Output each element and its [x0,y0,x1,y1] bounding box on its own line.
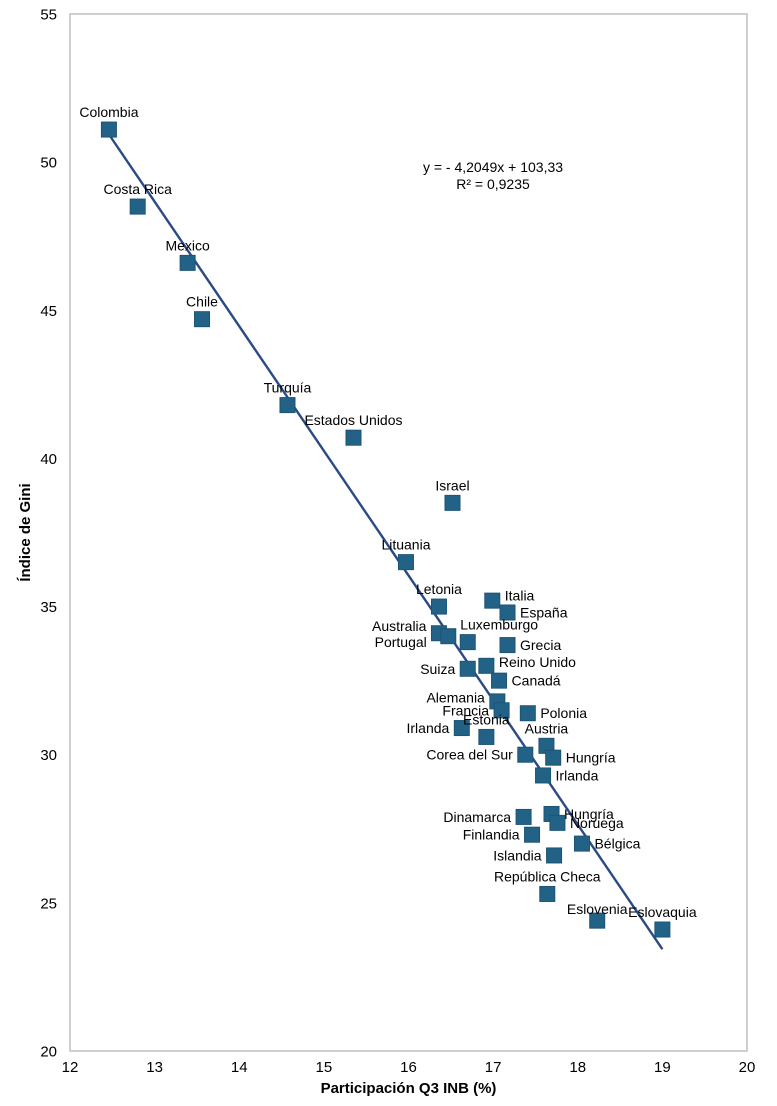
data-point-irlanda [453,720,470,737]
x-tick-13: 13 [146,1059,163,1076]
point-label-austria: Austria [525,720,569,736]
point-label-polonia: Polonia [540,705,587,721]
data-point-canada [491,672,508,689]
y-axis-title: Índice de Gini [17,483,34,581]
y-tick-25: 25 [40,895,57,912]
point-label-corea-del-sur: Corea del Sur [426,747,513,763]
data-point-israel [444,494,461,511]
data-point-portugal [440,628,457,645]
point-label-belgica: Bélgica [594,836,640,852]
y-tick-50: 50 [40,155,57,172]
y-tick-45: 45 [40,303,57,320]
data-point-noruega [549,814,566,831]
point-label-portugal: Portugal [375,634,427,650]
point-label-eslovenia: Eslovenia [567,901,628,917]
x-tick-20: 20 [739,1059,756,1076]
point-label-hungria: Hungría [566,750,616,766]
point-label-finlandia: Finlandia [463,827,520,843]
point-label-islandia: Islandia [493,847,541,863]
data-point-corea-del-sur [517,746,534,763]
point-label-canada: Canadá [512,673,561,689]
y-tick-35: 35 [40,599,57,616]
point-label-irlanda: Irlanda [407,720,450,736]
data-point-islandia [546,847,563,864]
plot-area-border [69,13,748,1052]
data-point-letonia [430,598,447,615]
data-point-luxemburgo [459,634,476,651]
point-label-alemania: Alemania [426,689,485,705]
data-point-italia [484,592,501,609]
point-label-grecia: Grecia [520,637,561,653]
point-label-letonia: Letonia [416,581,462,597]
point-label-reino-unido: Reino Unido [499,654,576,670]
trendline-r-squared: R² = 0,9235 [456,176,530,192]
point-label-costa-rica: Costa Rica [103,181,172,197]
data-point-belgica [573,835,590,852]
data-point-colombia [100,121,117,138]
data-point-francia [493,702,510,719]
data-point-mexico [179,254,196,271]
x-tick-14: 14 [231,1059,248,1076]
data-point-eslovaquia [654,921,671,938]
point-label-suiza: Suiza [420,661,455,677]
data-point-grecia [499,637,516,654]
point-label-eslovaquia: Eslovaquia [628,904,697,920]
data-point-hungria [545,749,562,766]
point-label-turquia: Turquía [264,380,312,396]
data-point-reino-unido [478,657,495,674]
data-point-estonia [478,728,495,745]
point-label-israel: Israel [435,477,469,493]
point-label-republica-checa: República Checa [494,868,601,884]
trendline-equation: y = - 4,2049x + 103,33 [423,159,563,175]
trendline [107,133,664,950]
data-point-espana [499,604,516,621]
data-point-lituania [397,554,414,571]
data-point-eslovenia [589,912,606,929]
x-tick-15: 15 [316,1059,333,1076]
data-point-finlandia [524,826,541,843]
x-tick-19: 19 [654,1059,671,1076]
x-tick-16: 16 [400,1059,417,1076]
data-point-dinamarca [515,808,532,825]
point-label-espana: España [520,604,568,620]
x-tick-12: 12 [62,1059,79,1076]
point-label-hungria-2: Hungría [564,806,614,822]
point-label-estonia: Estonia [463,711,510,727]
data-point-estados-unidos [345,429,362,446]
data-point-polonia [519,705,536,722]
point-label-dinamarca: Dinamarca [443,809,511,825]
point-label-luxemburgo: Luxemburgo [460,617,538,633]
data-point-turquia [279,397,296,414]
x-tick-17: 17 [485,1059,502,1076]
y-tick-55: 55 [40,7,57,24]
data-point-republica-checa [539,885,556,902]
point-label-colombia: Colombia [79,104,138,120]
point-label-irlanda-2: Irlanda [556,767,599,783]
y-tick-20: 20 [40,1044,57,1061]
x-axis-title: Participación Q3 INB (%) [321,1080,497,1097]
data-point-suiza [459,660,476,677]
point-label-italia: Italia [505,588,535,604]
x-tick-18: 18 [569,1059,586,1076]
y-tick-40: 40 [40,451,57,468]
point-label-noruega: Noruega [570,815,624,831]
point-label-estados-unidos: Estados Unidos [304,412,402,428]
point-label-lituania: Lituania [381,537,430,553]
data-point-costa-rica [129,198,146,215]
y-tick-30: 30 [40,747,57,764]
data-point-chile [194,311,211,328]
data-point-irlanda-2 [535,767,552,784]
point-label-mexico: Mexico [165,237,210,253]
point-label-chile: Chile [186,294,218,310]
point-label-francia: Francia [442,702,489,718]
point-label-australia: Australia [372,618,427,634]
